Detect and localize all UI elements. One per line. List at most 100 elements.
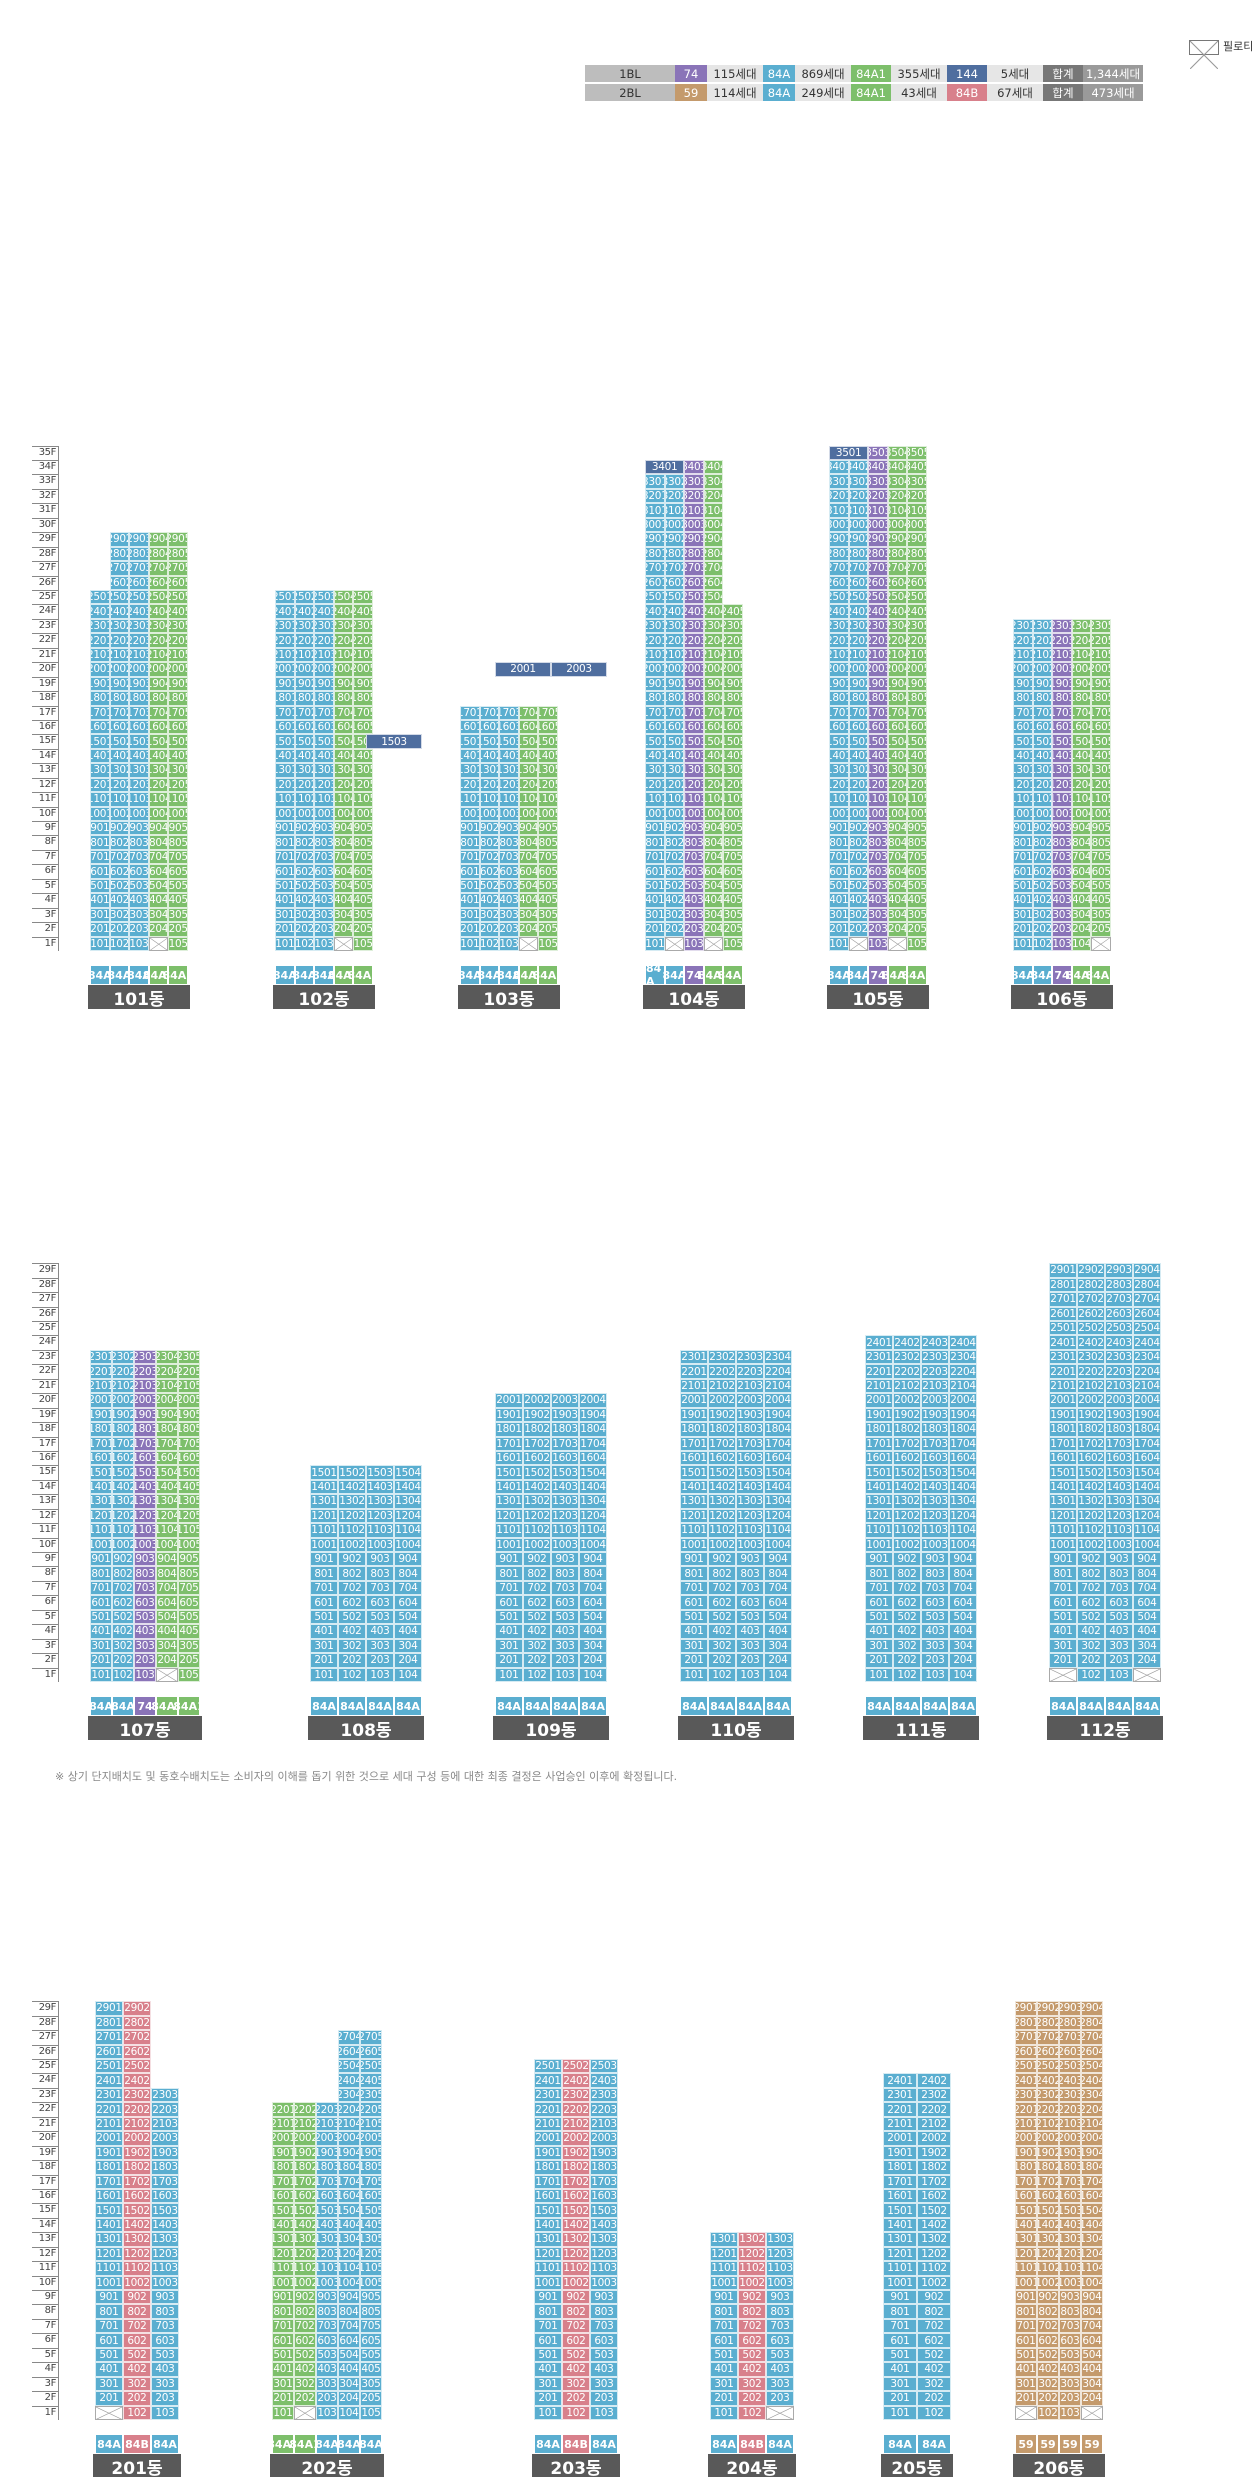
unit-cell[interactable]: 601 (275, 864, 295, 879)
unit-cell[interactable]: 1005 (538, 806, 558, 822)
unit-cell[interactable]: 301 (1049, 1638, 1077, 1654)
unit-cell[interactable]: 1501 (460, 734, 480, 749)
unit-cell[interactable]: 2003 (1059, 2131, 1081, 2146)
unit-cell[interactable]: 1204 (156, 1508, 178, 1524)
unit-cell[interactable]: 1702 (294, 2174, 316, 2189)
unit-cell[interactable]: 101 (1013, 936, 1033, 951)
unit-cell[interactable]: 902 (338, 1552, 366, 1567)
unit-cell[interactable]: 1203 (1105, 1508, 1133, 1524)
unit-cell[interactable]: 2405 (723, 604, 743, 619)
unit-cell[interactable]: 2001 (95, 2131, 123, 2146)
unit-cell[interactable]: 803 (314, 835, 334, 850)
unit-cell[interactable]: 1202 (708, 1508, 736, 1524)
unit-cell[interactable]: 103 (1105, 1667, 1133, 1682)
unit-cell[interactable]: 1804 (148, 691, 169, 706)
unit-cell[interactable]: 903 (499, 821, 519, 836)
unit-cell[interactable]: 2101 (829, 647, 849, 663)
unit-cell[interactable]: 2904 (1133, 1263, 1161, 1278)
unit-cell[interactable]: 303 (1105, 1638, 1133, 1654)
unit-cell[interactable]: 901 (534, 2290, 562, 2305)
unit-cell[interactable]: 303 (366, 1638, 394, 1654)
unit-cell[interactable]: 401 (275, 893, 295, 908)
unit-cell[interactable]: 2404 (1081, 2073, 1103, 2088)
unit-cell[interactable]: 1201 (275, 777, 295, 793)
unit-cell[interactable]: 603 (551, 1595, 579, 1610)
unit-cell[interactable]: 1805 (353, 691, 373, 706)
unit-cell[interactable]: 2001 (645, 662, 665, 677)
unit-cell[interactable]: 1302 (917, 2232, 951, 2247)
unit-cell[interactable]: 1904 (1071, 676, 1092, 692)
unit-cell[interactable]: 1401 (272, 2217, 294, 2233)
unit-cell[interactable]: 1805 (1091, 691, 1111, 706)
unit-cell[interactable]: 3405 (907, 460, 927, 475)
unit-cell[interactable]: 1805 (178, 1422, 200, 1437)
unit-cell[interactable]: 104 (338, 2405, 360, 2420)
unit-cell[interactable]: 2203 (736, 1364, 764, 1379)
unit-cell[interactable]: 2003 (1105, 1393, 1133, 1408)
unit-cell[interactable]: 302 (848, 907, 869, 923)
unit-cell[interactable]: 1201 (310, 1508, 338, 1524)
unit-cell[interactable]: 1502 (112, 1465, 134, 1480)
unit-cell[interactable]: 1003 (316, 2275, 338, 2291)
unit-cell[interactable]: 303 (921, 1638, 949, 1654)
unit-cell[interactable]: 1703 (129, 705, 149, 720)
unit-cell[interactable]: 1404 (333, 748, 354, 764)
unit-cell[interactable]: 1002 (1032, 806, 1053, 822)
unit-cell[interactable]: 601 (829, 864, 849, 879)
unit-cell[interactable]: 1902 (708, 1407, 736, 1423)
unit-cell[interactable]: 2603 (684, 575, 704, 590)
unit-cell[interactable]: 1702 (294, 705, 315, 720)
unit-cell[interactable]: 2202 (1077, 1364, 1105, 1379)
unit-cell[interactable]: 1103 (921, 1523, 949, 1538)
unit-cell[interactable]: 2105 (1091, 647, 1111, 663)
unit-cell[interactable]: 1001 (460, 806, 480, 822)
unit-cell[interactable]: 2801 (1015, 2015, 1037, 2031)
unit-cell[interactable]: 403 (590, 2362, 618, 2377)
unit-cell[interactable]: 1504 (1081, 2203, 1103, 2218)
unit-cell[interactable]: 801 (90, 1566, 112, 1581)
unit-cell[interactable]: 301 (272, 2376, 294, 2392)
unit-cell[interactable]: 905 (178, 1552, 200, 1567)
unit-cell[interactable]: 2102 (562, 2116, 590, 2132)
unit-cell[interactable]: 103 (868, 936, 888, 951)
unit-cell[interactable]: 1803 (1052, 691, 1072, 706)
unit-cell[interactable]: 2405 (353, 604, 373, 619)
unit-cell[interactable]: 703 (736, 1580, 764, 1596)
unit-cell[interactable]: 203 (366, 1653, 394, 1668)
unit-cell[interactable]: 303 (736, 1638, 764, 1654)
unit-cell[interactable]: 1104 (764, 1523, 792, 1538)
unit-cell[interactable]: 2004 (887, 662, 908, 677)
unit-cell[interactable]: 2901 (95, 2001, 123, 2016)
unit-cell[interactable]: 804 (579, 1566, 607, 1581)
unit-cell[interactable]: 1902 (294, 676, 315, 692)
unit-cell[interactable]: 302 (893, 1638, 921, 1654)
unit-cell[interactable]: 204 (148, 922, 169, 937)
unit-cell[interactable]: 1903 (551, 1407, 579, 1423)
unit-cell[interactable]: 2301 (1049, 1349, 1077, 1365)
unit-cell[interactable]: 302 (562, 2376, 590, 2392)
unit-cell[interactable]: 1202 (917, 2246, 951, 2262)
unit-cell[interactable]: 501 (1013, 878, 1033, 894)
unit-cell[interactable]: 404 (394, 1624, 422, 1639)
unit-cell[interactable]: 2502 (123, 2059, 151, 2074)
unit-cell[interactable]: 403 (151, 2362, 179, 2377)
unit-cell[interactable]: 1102 (1077, 1523, 1105, 1538)
unit-cell[interactable]: 1304 (887, 763, 908, 778)
unit-cell[interactable]: 2102 (112, 1378, 134, 1394)
unit-cell[interactable]: 1804 (887, 691, 908, 706)
unit-cell[interactable]: 1303 (1059, 2232, 1081, 2247)
unit-cell[interactable]: 2105 (723, 647, 743, 663)
unit-cell[interactable]: 1601 (680, 1450, 708, 1466)
unit-cell[interactable]: 2801 (829, 546, 849, 562)
unit-cell[interactable]: 1302 (848, 763, 869, 778)
unit-cell[interactable]: 1103 (684, 792, 704, 807)
unit-cell[interactable]: 301 (275, 907, 295, 923)
unit-cell[interactable]: 605 (1091, 864, 1111, 879)
unit-cell[interactable]: 1204 (949, 1508, 977, 1524)
unit-cell[interactable]: 402 (479, 893, 500, 908)
unit-cell[interactable]: 1505 (168, 734, 188, 749)
unit-cell[interactable]: 2305 (907, 618, 927, 634)
unit-cell[interactable]: 1401 (1015, 2217, 1037, 2233)
